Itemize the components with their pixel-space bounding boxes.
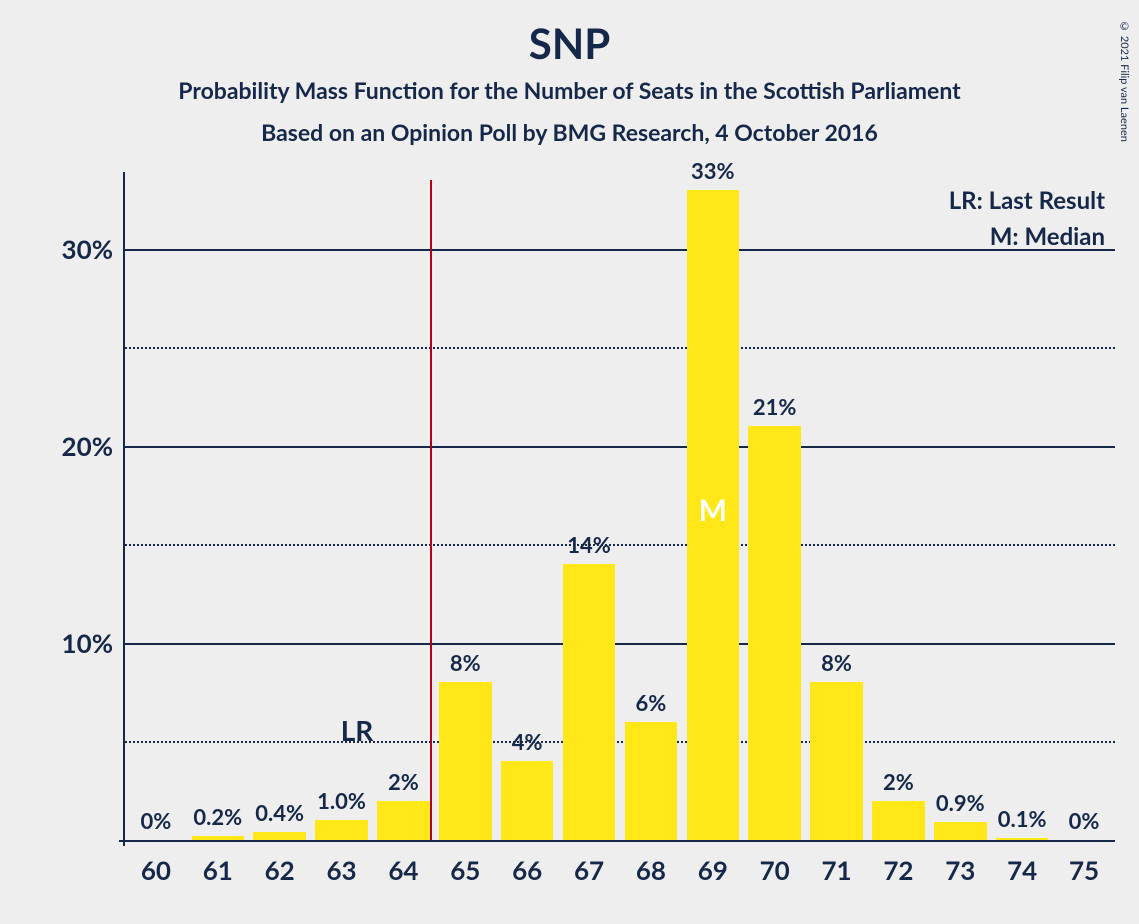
bar-value-label: 8% — [797, 649, 877, 676]
bar-value-label: 21% — [735, 393, 815, 420]
last-result-label: LR — [311, 713, 404, 747]
x-axis-tick-label: 75 — [1053, 854, 1115, 886]
bar-value-label: 0% — [1044, 807, 1124, 834]
y-axis-tick-label: 10% — [62, 627, 113, 659]
bar-value-label: 8% — [425, 649, 505, 676]
bar — [377, 801, 430, 840]
bar — [192, 836, 245, 840]
chart-title: SNP — [0, 18, 1139, 68]
bar — [625, 722, 678, 840]
gridline-minor — [125, 347, 1115, 349]
x-axis-line — [119, 840, 1115, 842]
bar — [748, 426, 801, 840]
bar — [501, 761, 554, 840]
bar — [996, 838, 1049, 840]
legend-last-result: LR: Last Result — [949, 186, 1105, 215]
chart-subtitle-1: Probability Mass Function for the Number… — [0, 76, 1139, 104]
bar — [810, 682, 863, 840]
x-axis-tick-label: 74 — [991, 854, 1053, 886]
bar — [253, 832, 306, 840]
bar-value-label: 14% — [549, 531, 629, 558]
y-axis-tick-label: 20% — [62, 430, 113, 462]
bar — [934, 822, 987, 840]
x-axis-tick-label: 70 — [744, 854, 806, 886]
y-axis-line — [123, 172, 125, 846]
x-axis-tick-label: 67 — [558, 854, 620, 886]
bar — [872, 801, 925, 840]
bar-value-label: 4% — [487, 728, 567, 755]
x-axis-tick-label: 63 — [311, 854, 373, 886]
x-axis-tick-label: 66 — [496, 854, 558, 886]
bar-value-label: 6% — [611, 689, 691, 716]
bar-value-label: 33% — [673, 157, 753, 184]
x-axis-tick-label: 65 — [434, 854, 496, 886]
gridline-major — [125, 643, 1115, 645]
x-axis-tick-label: 69 — [682, 854, 744, 886]
last-result-line — [430, 180, 432, 840]
x-axis-tick-label: 73 — [929, 854, 991, 886]
copyright-text: © 2021 Filip van Laenen — [1118, 20, 1131, 142]
bar — [563, 564, 616, 840]
legend-median: M: Median — [990, 222, 1105, 251]
x-axis-tick-label: 68 — [620, 854, 682, 886]
x-axis-tick-label: 62 — [249, 854, 311, 886]
x-axis-tick-label: 60 — [125, 854, 187, 886]
median-marker: M — [687, 492, 740, 528]
gridline-minor — [125, 741, 1115, 743]
x-axis-tick-label: 61 — [187, 854, 249, 886]
x-axis-tick-label: 64 — [373, 854, 435, 886]
bar — [315, 820, 368, 840]
x-axis-tick-label: 72 — [868, 854, 930, 886]
chart-plot-area: 10%20%30%0%600.2%610.4%621.0%632%648%654… — [125, 180, 1115, 840]
gridline-major — [125, 249, 1115, 251]
bar — [439, 682, 492, 840]
gridline-major — [125, 446, 1115, 448]
x-axis-tick-label: 71 — [806, 854, 868, 886]
chart-subtitle-2: Based on an Opinion Poll by BMG Research… — [0, 118, 1139, 146]
y-axis-tick-label: 30% — [62, 233, 113, 265]
